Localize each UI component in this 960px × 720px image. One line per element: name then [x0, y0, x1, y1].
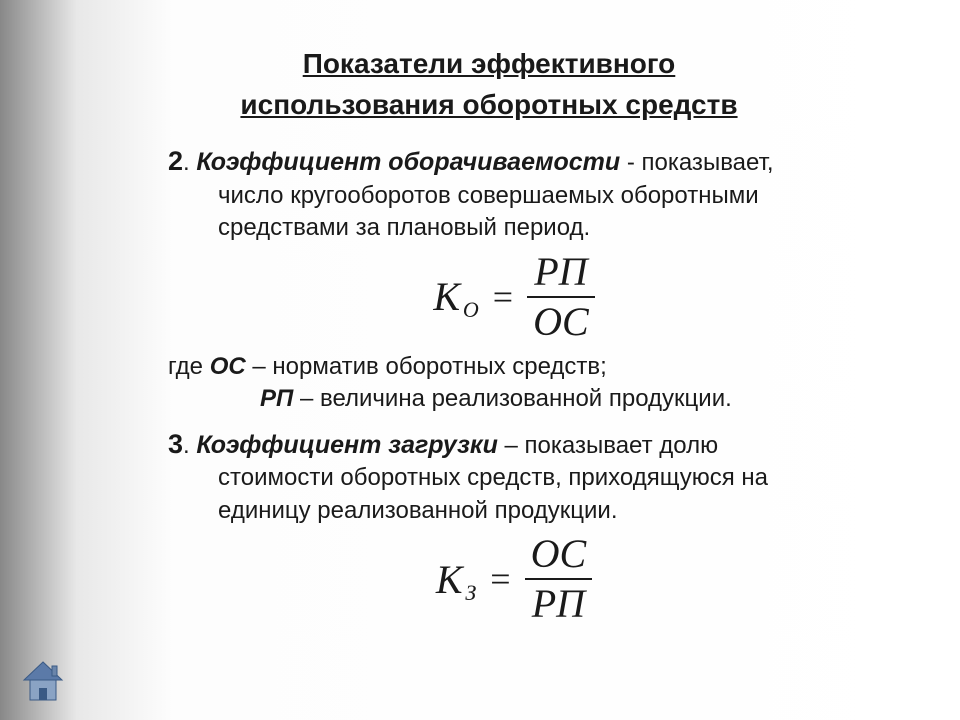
item-2-number: 2 [168, 146, 183, 176]
where-block: где ОС – норматив оборотных средств; РП … [168, 351, 910, 416]
formula-1-sub: О [463, 297, 479, 323]
fraction-bar [527, 296, 595, 298]
item-3: 3. Коэффициент загрузки – показывает дол… [168, 426, 910, 528]
formula-1: КО = РП ОС [118, 251, 910, 343]
slide-title: Показатели эффективного использования об… [68, 44, 910, 125]
item-2: 2. Коэффициент оборачиваемости - показыв… [168, 143, 910, 245]
formula-2: КЗ = ОС РП [118, 533, 910, 625]
item-2-term: Коэффициент оборачиваемости [196, 148, 620, 176]
formula-2-eq: = [490, 558, 510, 600]
item-2-line3: средствами за плановый период. [168, 212, 910, 244]
fraction-bar [525, 578, 593, 580]
home-icon[interactable] [20, 658, 66, 704]
formula-1-base: К [433, 273, 460, 320]
where-abbr-2: РП [260, 385, 293, 412]
item-3-number: 3 [168, 429, 183, 459]
item-3-line2: стоимости оборотных средств, приходящуюс… [168, 462, 910, 494]
where-text-1: – норматив оборотных средств; [246, 353, 607, 380]
where-prefix: где [168, 353, 210, 380]
formula-1-eq: = [493, 276, 513, 318]
slide-content: Показатели эффективного использования об… [0, 0, 960, 625]
formula-1-lhs: КО [433, 273, 478, 320]
item-3-term: Коэффициент загрузки [196, 431, 497, 459]
item-3-line3: единицу реализованной продукции. [168, 495, 910, 527]
title-line-2: использования оборотных средств [240, 89, 737, 120]
formula-2-denom: РП [526, 583, 591, 625]
item-3-rest1: – показывает долю [498, 432, 718, 459]
formula-2-base: К [436, 556, 463, 603]
where-abbr-1: ОС [210, 353, 246, 380]
formula-2-numer: ОС [525, 533, 593, 575]
item-2-dot: . [183, 149, 196, 176]
where-text-2: – величина реализованной продукции. [293, 385, 732, 412]
item-2-rest1: - показывает, [620, 149, 773, 176]
title-line-1: Показатели эффективного [303, 48, 676, 79]
item-2-line2: число кругооборотов совершаемых оборотны… [168, 180, 910, 212]
formula-1-numer: РП [528, 251, 593, 293]
formula-2-lhs: КЗ [436, 556, 476, 603]
item-3-dot: . [183, 432, 196, 459]
formula-2-frac: ОС РП [525, 533, 593, 625]
formula-1-frac: РП ОС [527, 251, 595, 343]
formula-2-sub: З [465, 580, 476, 606]
formula-1-denom: ОС [527, 301, 595, 343]
